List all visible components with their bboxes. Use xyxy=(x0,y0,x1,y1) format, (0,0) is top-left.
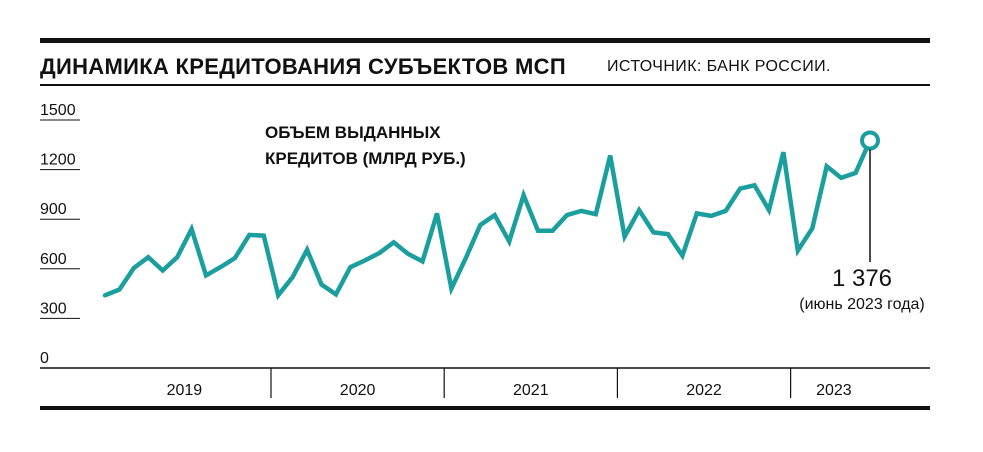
annotation-caption: (июнь 2023 года) xyxy=(799,296,925,313)
y-tick-label: 0 xyxy=(40,350,49,367)
y-axis: 1500 1200 900 600 300 0 xyxy=(40,102,80,369)
last-point-marker xyxy=(860,130,880,151)
y-tick-label: 900 xyxy=(40,201,67,218)
year-label: 2022 xyxy=(686,382,722,399)
year-label: 2021 xyxy=(513,382,549,399)
source-note: ИСТОЧНИК: БАНК РОССИИ. xyxy=(607,58,831,75)
series-line xyxy=(102,138,873,301)
bottom-rule xyxy=(40,406,930,410)
y-tick-label: 1200 xyxy=(40,152,76,169)
title-rule xyxy=(40,84,930,86)
chart-title: ДИНАМИКА КРЕДИТОВАНИЯ СУБЪЕКТОВ МСП xyxy=(40,54,566,79)
y-tick-label: 1500 xyxy=(40,102,76,119)
plot-area xyxy=(102,130,880,301)
series-label-line1: ОБЪЕМ ВЫДАННЫХ xyxy=(265,123,441,142)
annotation-value: 1 376 xyxy=(832,265,892,292)
x-axis: 2019 2020 2021 2022 2023 xyxy=(40,367,930,399)
year-label: 2019 xyxy=(167,382,203,399)
top-rule xyxy=(40,38,930,43)
y-tick-label: 600 xyxy=(40,251,67,268)
year-label: 2020 xyxy=(340,382,376,399)
series-label-line2: КРЕДИТОВ (МЛРД РУБ.) xyxy=(265,149,466,168)
y-tick-label: 300 xyxy=(40,300,67,317)
year-label: 2023 xyxy=(816,382,852,399)
